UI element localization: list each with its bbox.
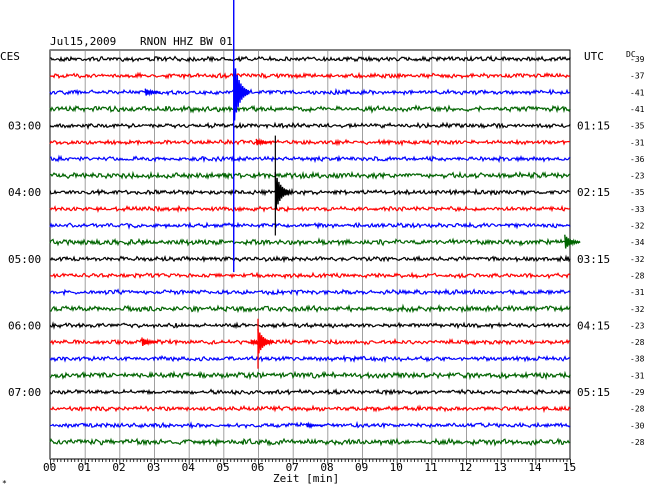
trace-line	[49, 337, 571, 347]
dc-offset-label: -35	[630, 188, 645, 197]
trace-line	[49, 388, 571, 397]
x-axis-title: Zeit [min]	[273, 472, 339, 485]
event-burst	[255, 137, 272, 147]
dc-offset-label: -23	[630, 321, 645, 330]
right-time-label: 03:15	[577, 253, 610, 266]
x-tick-label: 04	[182, 461, 196, 474]
trace-line	[49, 221, 571, 230]
dc-offset-label: -28	[630, 338, 645, 347]
dc-offset-label: -36	[630, 155, 645, 164]
dc-offset-label: -34	[630, 238, 645, 247]
trace-line	[49, 170, 571, 181]
trace-line	[49, 303, 571, 314]
x-tick-label: 07	[286, 461, 299, 474]
x-tick-label: 00	[43, 461, 56, 474]
dc-offset-label: -39	[630, 55, 645, 64]
dc-offset-label: -28	[630, 405, 645, 414]
date-label: Jul15,2009	[50, 35, 116, 48]
footer-mark: *	[2, 479, 7, 488]
x-tick-label: 12	[459, 461, 472, 474]
right-time-label: 01:15	[577, 120, 610, 133]
dc-offset-label: -31	[630, 371, 645, 380]
trace-line	[49, 288, 571, 297]
trace-line	[49, 71, 571, 81]
event-burst	[564, 234, 581, 249]
x-tick-label: 15	[563, 461, 576, 474]
left-timezone-label: CES	[0, 50, 20, 63]
left-time-label: 03:00	[8, 120, 41, 133]
plot-frame	[49, 49, 571, 460]
dc-offset-label: -32	[630, 222, 645, 231]
x-tick-label: 13	[494, 461, 507, 474]
left-time-label: 04:00	[8, 186, 41, 199]
trace-line	[49, 321, 571, 330]
right-time-label: 04:15	[577, 319, 610, 332]
trace-line	[49, 237, 571, 247]
trace-line	[49, 271, 571, 280]
dc-offset-label: -28	[630, 438, 645, 447]
x-tick-label: 05	[216, 461, 229, 474]
x-tick-label: 11	[424, 461, 437, 474]
event-burst	[305, 421, 322, 429]
trace-line	[49, 404, 571, 414]
trace-line	[49, 154, 571, 164]
trace-group: -39 -37 -41 -41 -35 -31 -36 -23 -35 -33 -32 -34 -32 -…	[49, 0, 645, 448]
dc-offset-label: -28	[630, 271, 645, 280]
trace-line	[49, 187, 571, 197]
dc-offset-label: -30	[630, 421, 645, 430]
right-time-label: 05:15	[577, 386, 610, 399]
trace-line	[49, 104, 571, 114]
dc-offset-label: -33	[630, 205, 645, 214]
left-time-label: 07:00	[8, 386, 41, 399]
trace-line	[49, 87, 571, 97]
label-group: Jul15,2009 RNON HHZ BW 01 CES UTC DC Zei…	[0, 35, 636, 488]
dc-offset-label: -32	[630, 305, 645, 314]
x-tick-label: 14	[528, 461, 542, 474]
x-tick-label: 03	[147, 461, 160, 474]
x-tick-label: 08	[320, 461, 333, 474]
event-burst	[233, 58, 250, 121]
x-tick-label: 01	[78, 461, 91, 474]
right-time-label: 02:15	[577, 186, 610, 199]
trace-line	[49, 437, 571, 448]
event-burst	[144, 88, 161, 97]
event-burst	[250, 338, 267, 347]
left-time-label: 06:00	[8, 319, 41, 332]
trace-line	[49, 254, 571, 264]
dc-offset-label: -37	[630, 72, 645, 81]
x-tick-label: 02	[112, 461, 125, 474]
trace-line	[49, 354, 571, 363]
trace-line	[49, 370, 571, 381]
x-tick-label: 10	[390, 461, 403, 474]
trace-line	[49, 204, 571, 214]
trace-line	[49, 138, 571, 147]
event-burst	[274, 172, 292, 210]
trace-line	[49, 54, 571, 63]
x-tick-label: 06	[251, 461, 264, 474]
dc-offset-label: -41	[630, 88, 645, 97]
dc-offset-label: -31	[630, 288, 645, 297]
dc-offset-label: -31	[630, 138, 645, 147]
right-timezone-label: UTC	[584, 50, 604, 63]
dc-offset-label: -29	[630, 388, 645, 397]
dc-header-label: DC	[626, 50, 636, 59]
dc-offset-label: -23	[630, 172, 645, 181]
station-label: RNON HHZ BW 01	[140, 35, 233, 48]
dc-offset-label: -35	[630, 122, 645, 131]
dc-offset-label: -38	[630, 355, 645, 364]
x-tick-label: 09	[355, 461, 368, 474]
event-burst	[141, 337, 158, 346]
dc-offset-label: -32	[630, 255, 645, 264]
trace-line	[49, 121, 571, 130]
dc-offset-label: -41	[630, 105, 645, 114]
left-time-label: 05:00	[8, 253, 41, 266]
